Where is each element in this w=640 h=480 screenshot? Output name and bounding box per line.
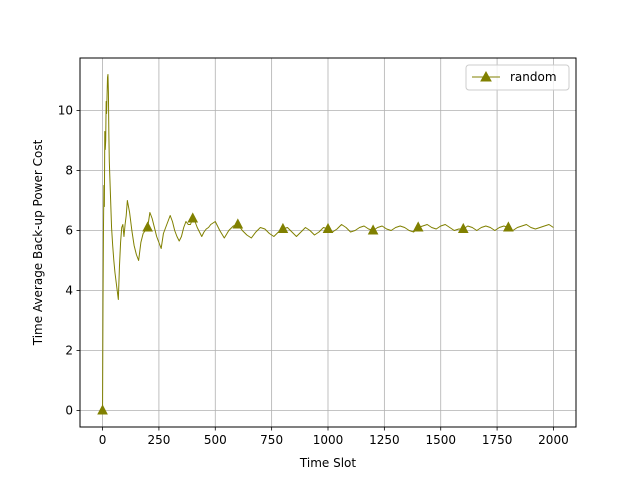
series-marker-triangle bbox=[142, 221, 153, 232]
series-marker-triangle bbox=[367, 224, 379, 235]
y-axis-ticks: 0 2 4 6 8 10 bbox=[58, 104, 80, 418]
x-tick-label: 500 bbox=[204, 433, 227, 447]
series-marker-triangle bbox=[412, 221, 424, 232]
y-tick-label: 4 bbox=[65, 284, 73, 298]
y-tick-label: 2 bbox=[65, 344, 73, 358]
x-tick-label: 1750 bbox=[482, 433, 513, 447]
x-tick-label: 250 bbox=[147, 433, 170, 447]
x-tick-label: 1000 bbox=[313, 433, 344, 447]
legend-triangle-marker bbox=[480, 70, 492, 82]
series-marker-triangle bbox=[97, 404, 108, 415]
y-tick-label: 10 bbox=[58, 104, 73, 118]
y-axis-label: Time Average Back-up Power Cost bbox=[31, 139, 45, 346]
x-tick-label: 1250 bbox=[369, 433, 400, 447]
x-tick-label: 0 bbox=[99, 433, 107, 447]
x-tick-label: 750 bbox=[260, 433, 283, 447]
x-tick-label: 2000 bbox=[538, 433, 569, 447]
series-marker-triangle bbox=[232, 218, 244, 229]
series-line-random bbox=[102, 74, 554, 411]
series-marker-triangle bbox=[322, 222, 334, 233]
legend: random bbox=[465, 64, 570, 91]
series-marker-triangle bbox=[503, 221, 514, 232]
series-layer bbox=[97, 74, 554, 415]
y-tick-label: 0 bbox=[65, 404, 73, 418]
y-tick-label: 6 bbox=[65, 224, 73, 238]
legend-label-random: random bbox=[510, 70, 557, 84]
series-marker-triangle bbox=[187, 212, 199, 223]
grid-lines bbox=[80, 58, 576, 427]
y-tick-label: 8 bbox=[65, 164, 73, 178]
x-tick-label: 1500 bbox=[425, 433, 456, 447]
x-axis-label: Time Slot bbox=[299, 456, 356, 470]
series-marker-triangle bbox=[457, 222, 469, 233]
series-marker-triangle bbox=[277, 222, 289, 233]
legend-box bbox=[465, 64, 570, 91]
x-axis-ticks: 0 250 500 750 1000 1250 1500 1750 2000 bbox=[99, 427, 569, 447]
